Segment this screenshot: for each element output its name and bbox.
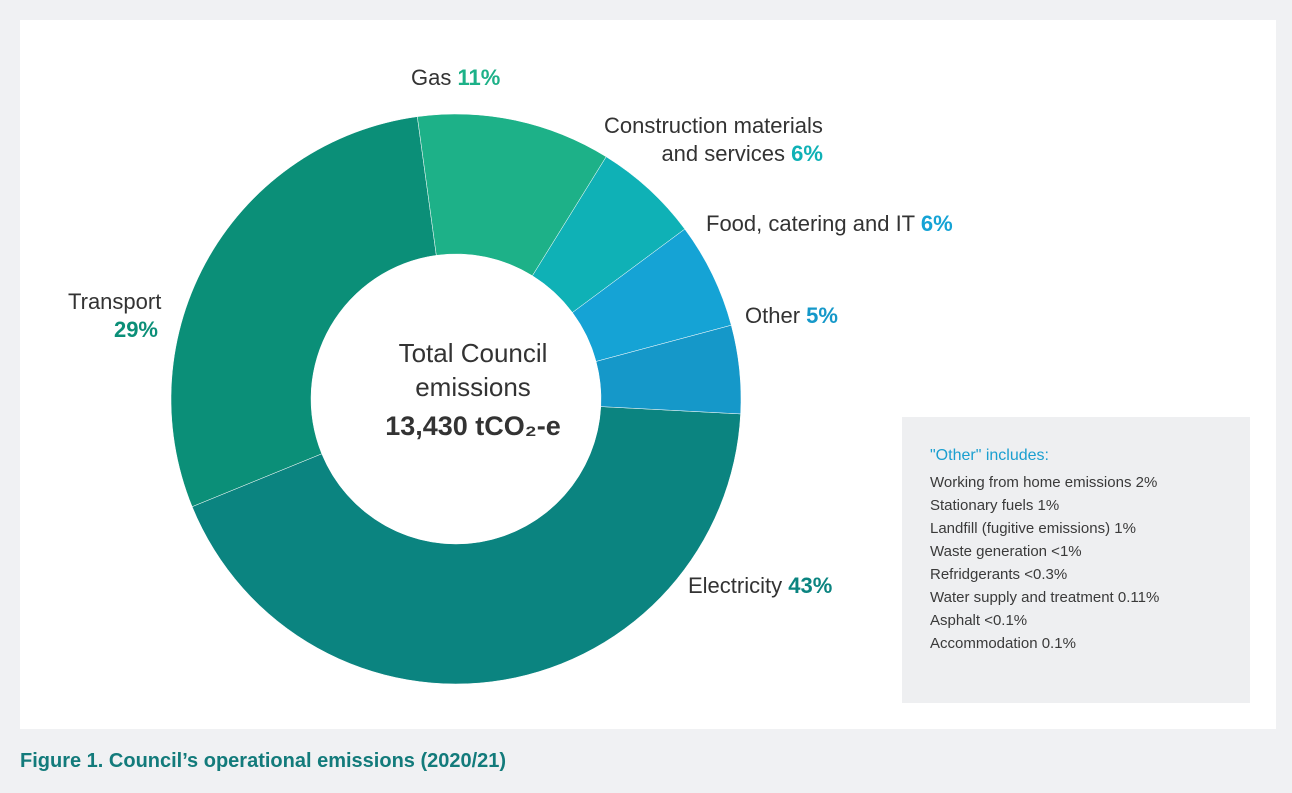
label-transport-pct: 29% xyxy=(113,317,158,342)
other-breakdown-item: Waste generation <1% xyxy=(930,543,1082,560)
other-breakdown-item: Water supply and treatment 0.11% xyxy=(930,589,1160,606)
label-gas: Gas 11% xyxy=(411,64,500,92)
label-gas-name: Gas xyxy=(411,65,452,90)
chart-panel: Gas 11% Construction materials and servi… xyxy=(20,20,1276,729)
other-breakdown-title: "Other" includes: xyxy=(930,447,1049,464)
label-transport-name: Transport xyxy=(68,289,162,314)
label-electricity: Electricity 43% xyxy=(688,572,832,600)
label-transport: Transport 29% xyxy=(68,288,162,344)
label-gas-pct: 11% xyxy=(457,65,501,90)
center-line1: Total Council xyxy=(398,338,548,368)
label-other-pct: 5% xyxy=(806,303,838,328)
other-breakdown-item: Accommodation 0.1% xyxy=(930,635,1076,652)
label-construction-line1: Construction materials xyxy=(604,113,823,138)
label-other: Other 5% xyxy=(745,302,838,330)
other-breakdown-item: Landfill (fugitive emissions) 1% xyxy=(930,520,1136,537)
center-total: 13,430 tCO₂-e xyxy=(385,411,561,441)
slice-electricity xyxy=(191,406,741,685)
slice-gas xyxy=(417,113,607,277)
slice-transport xyxy=(170,116,437,508)
label-food: Food, catering and IT 6% xyxy=(706,210,953,238)
label-electricity-pct: 43% xyxy=(788,573,833,598)
other-breakdown-item: Refridgerants <0.3% xyxy=(930,566,1068,583)
label-food-name: Food, catering and IT xyxy=(706,211,915,236)
other-breakdown-item: Working from home emissions 2% xyxy=(930,474,1158,491)
other-breakdown-item: Asphalt <0.1% xyxy=(930,612,1028,629)
label-food-pct: 6% xyxy=(920,211,953,236)
label-electricity-name: Electricity xyxy=(688,573,783,598)
center-line2: emissions xyxy=(415,372,531,402)
label-construction: Construction materials and services 6% xyxy=(604,112,823,168)
label-construction-line2: and services xyxy=(661,141,785,166)
slice-other xyxy=(595,324,742,415)
donut-chart xyxy=(170,113,742,685)
label-construction-pct: 6% xyxy=(791,141,823,166)
other-breakdown-item: Stationary fuels 1% xyxy=(930,497,1060,514)
donut-center-text: Total Council emissions 13,430 tCO₂-e xyxy=(320,336,626,446)
label-other-name: Other xyxy=(745,303,801,328)
figure-caption: Figure 1. Council’s operational emission… xyxy=(20,750,507,772)
other-breakdown-list: Working from home emissions 2% Stationary… xyxy=(930,471,1159,655)
other-breakdown-box: "Other" includes: Working from home emis… xyxy=(902,417,1250,703)
